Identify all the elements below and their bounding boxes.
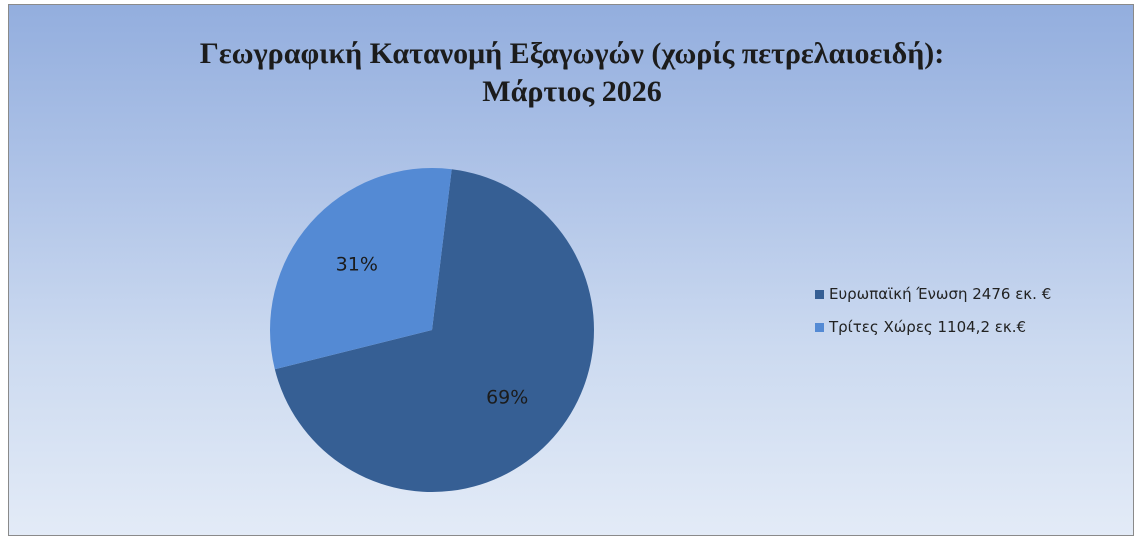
pie-chart: 69% 31% <box>269 168 594 493</box>
legend-item-eu: Ευρωπαϊκή Ένωση 2476 εκ. € <box>815 285 1051 303</box>
legend-label-third-countries: Τρίτες Χώρες 1104,2 εκ.€ <box>829 318 1027 336</box>
legend-item-third-countries: Τρίτες Χώρες 1104,2 εκ.€ <box>815 318 1051 336</box>
pie-label-third-countries: 31% <box>336 254 378 276</box>
legend-swatch-eu <box>815 289 824 299</box>
chart-title: Γεωγραφική Κατανομή Εξαγωγών (χωρίς πετρ… <box>9 35 1135 111</box>
chart-title-line1: Γεωγραφική Κατανομή Εξαγωγών (χωρίς πετρ… <box>199 37 945 70</box>
legend-swatch-third-countries <box>815 322 824 332</box>
chart-area: Γεωγραφική Κατανομή Εξαγωγών (χωρίς πετρ… <box>8 4 1134 536</box>
pie-slice-eu <box>274 169 594 493</box>
legend-label-eu: Ευρωπαϊκή Ένωση 2476 εκ. € <box>829 285 1052 303</box>
pie-slice-third-countries <box>269 168 452 370</box>
pie-label-eu: 69% <box>486 387 528 409</box>
chart-legend: Ευρωπαϊκή Ένωση 2476 εκ. € Τρίτες Χώρες … <box>815 285 1051 351</box>
chart-title-line2: Μάρτιος 2026 <box>482 75 662 108</box>
